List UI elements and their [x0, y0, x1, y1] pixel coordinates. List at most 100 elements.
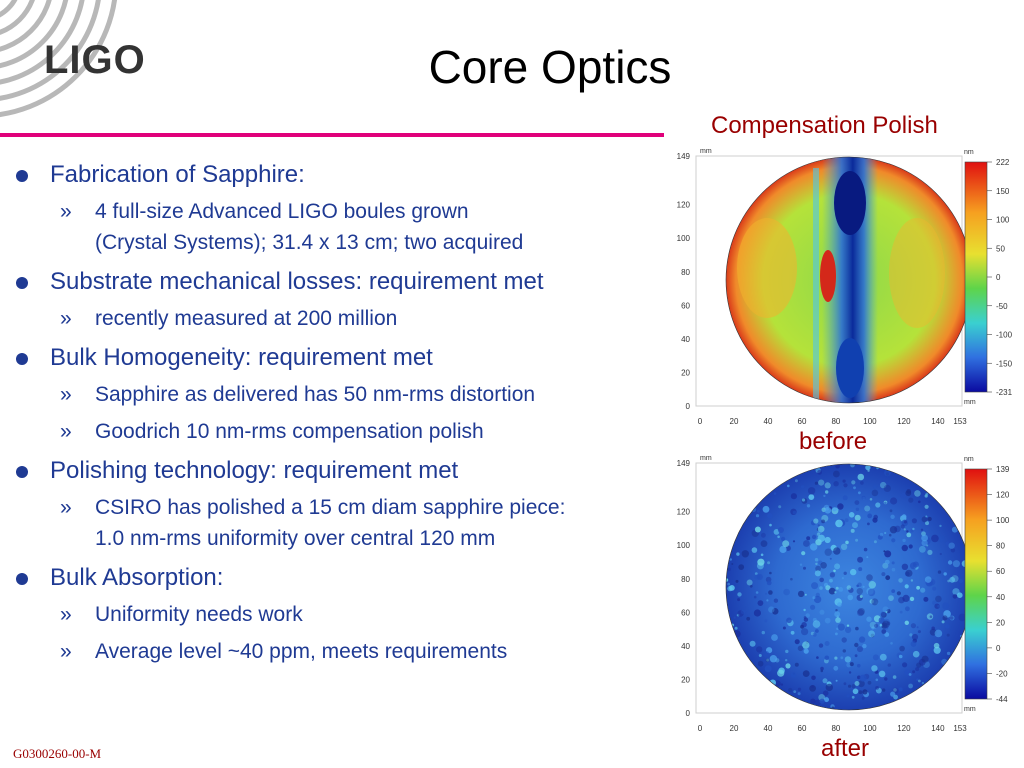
sub-bullet-item: » Sapphire as delivered has 50 nm-rms dis…	[12, 379, 672, 410]
bullet-text: Polishing technology: requirement met	[50, 457, 459, 484]
scale-tick-label: 120	[996, 491, 1010, 500]
x-tick-label: 100	[863, 417, 877, 426]
y-tick-label: 40	[681, 642, 690, 651]
color-scale-bar	[964, 468, 988, 700]
x-tick-label: 40	[764, 417, 773, 426]
y-tick-label: 80	[681, 268, 690, 277]
sub-bullet-line: (Crystal Systems); 31.4 x 13 cm; two acq…	[95, 231, 524, 254]
scale-tick-label: -100	[996, 331, 1013, 340]
sub-bullet-marker-icon: »	[60, 200, 72, 223]
y-tick-label: 100	[677, 234, 691, 243]
title-divider	[0, 133, 664, 137]
y-tick-label: 0	[686, 709, 691, 718]
scale-tick-label: -231	[996, 388, 1013, 397]
x-tick-label: 60	[798, 417, 807, 426]
scale-tick-label: 60	[996, 567, 1005, 576]
sub-bullet-marker-icon: »	[60, 603, 72, 626]
y-tick-label: 40	[681, 335, 690, 344]
x-tick-label: 80	[831, 724, 840, 733]
surface-map-after: 149 120 100 80 60 40 20 0 mm 0 20 40 60 80 100 120 140 15…	[672, 455, 1024, 735]
y-tick-label: 60	[681, 301, 690, 310]
x-tick-label: 140	[931, 724, 945, 733]
sub-bullet-item: » Goodrich 10 nm-rms compensation polish	[12, 416, 672, 447]
sub-bullet-marker-icon: »	[60, 640, 72, 663]
bullet-item: Fabrication of Sapphire:	[12, 160, 672, 190]
scale-unit-label: nm	[964, 149, 974, 156]
scale-tick-label: 0	[996, 273, 1001, 282]
bullet-dot-icon	[16, 573, 28, 585]
x-unit-label: mm	[964, 399, 976, 406]
sub-bullet-item: » Uniformity needs work	[12, 599, 672, 630]
x-tick-label: 0	[698, 417, 703, 426]
slide-footer-id: G0300260-00-M	[13, 746, 102, 761]
sub-bullet-marker-icon: »	[60, 383, 72, 406]
surface-disc	[726, 157, 972, 403]
y-tick-label: 120	[677, 201, 691, 210]
y-tick-label: 20	[681, 368, 690, 377]
scale-tick-label: 20	[996, 618, 1005, 627]
sub-bullet-item: » CSIRO has polished a 15 cm diam sapphir…	[12, 492, 672, 554]
y-tick-label: 149	[677, 459, 691, 468]
bullet-dot-icon	[16, 170, 28, 182]
sub-bullet-line: recently measured at 200 million	[95, 307, 398, 330]
bullet-dot-icon	[16, 277, 28, 289]
sub-bullet-item: » Average level ~40 ppm, meets requiremen…	[12, 636, 672, 667]
x-tick-label: 100	[863, 724, 877, 733]
x-tick-label: 0	[698, 724, 703, 733]
bullet-item: Bulk Homogeneity: requirement met	[12, 343, 672, 373]
sub-bullet-marker-icon: »	[60, 307, 72, 330]
scale-tick-label: 80	[996, 542, 1005, 551]
scale-tick-label: 222	[996, 158, 1010, 167]
scale-tick-label: 100	[996, 216, 1010, 225]
sub-bullet-marker-icon: »	[60, 496, 72, 519]
bullet-text: Bulk Homogeneity: requirement met	[50, 344, 433, 371]
sub-bullet-line: 1.0 nm-rms uniformity over central 120 m…	[95, 527, 496, 550]
y-tick-label: 100	[677, 541, 691, 550]
scale-tick-label: 40	[996, 593, 1005, 602]
scale-unit-label: nm	[964, 456, 974, 463]
x-tick-label: 120	[897, 724, 911, 733]
sub-bullet-item: » 4 full-size Advanced LIGO boules grown (…	[12, 196, 672, 258]
sub-bullet-line: Goodrich 10 nm-rms compensation polish	[95, 420, 484, 443]
surface-map-svg: 149 120 100 80 60 40 20 0 mm 0 20 40 60 80 100 120 140 15…	[677, 148, 1013, 426]
bullet-text: Fabrication of Sapphire:	[50, 161, 305, 188]
sub-bullet-item: » recently measured at 200 million	[12, 303, 672, 334]
x-tick-label: 153	[953, 417, 967, 426]
y-tick-label: 120	[677, 508, 691, 517]
y-tick-label: 0	[686, 402, 691, 411]
y-tick-label: 60	[681, 608, 690, 617]
bullet-item: Bulk Absorption:	[12, 563, 672, 593]
x-tick-label: 20	[730, 417, 739, 426]
ligo-logo-text: LIGO	[44, 38, 146, 82]
y-unit-label: mm	[700, 148, 712, 155]
x-tick-label: 120	[897, 417, 911, 426]
bullet-dot-icon	[16, 353, 28, 365]
scale-tick-label: 150	[996, 187, 1010, 196]
sub-bullet-line: CSIRO has polished a 15 cm diam sapphire…	[95, 496, 566, 519]
scale-tick-label: 139	[996, 465, 1010, 474]
scale-tick-label: -44	[996, 695, 1008, 704]
x-tick-label: 140	[931, 417, 945, 426]
bullet-list: Fabrication of Sapphire: » 4 full-size Adv…	[12, 160, 672, 667]
sub-bullet-marker-icon: »	[60, 420, 72, 443]
scale-tick-label: 50	[996, 244, 1005, 253]
x-tick-label: 60	[798, 724, 807, 733]
sub-bullet-line: Average level ~40 ppm, meets requirement…	[95, 640, 508, 663]
x-tick-label: 20	[730, 724, 739, 733]
surface-disc	[726, 464, 972, 710]
surface-map-svg: 149 120 100 80 60 40 20 0 mm 0 20 40 60 80 100 120 140 15…	[677, 455, 1010, 733]
bullet-text: Bulk Absorption:	[50, 564, 224, 591]
bullet-item: Polishing technology: requirement met	[12, 456, 672, 486]
slide-title: Core Optics	[428, 41, 672, 93]
sub-bullet-line: 4 full-size Advanced LIGO boules grown	[95, 200, 469, 223]
surface-map-before: 149 120 100 80 60 40 20 0 mm 0 20 40 60 80 100 120 140 15…	[672, 148, 1024, 428]
x-tick-label: 40	[764, 724, 773, 733]
y-tick-label: 20	[681, 675, 690, 684]
x-tick-label: 80	[831, 417, 840, 426]
bullet-dot-icon	[16, 466, 28, 478]
figure-heading: Compensation Polish	[711, 112, 938, 139]
y-tick-label: 149	[677, 152, 691, 161]
x-tick-label: 153	[953, 724, 967, 733]
scale-tick-label: -50	[996, 302, 1008, 311]
x-unit-label: mm	[964, 706, 976, 713]
